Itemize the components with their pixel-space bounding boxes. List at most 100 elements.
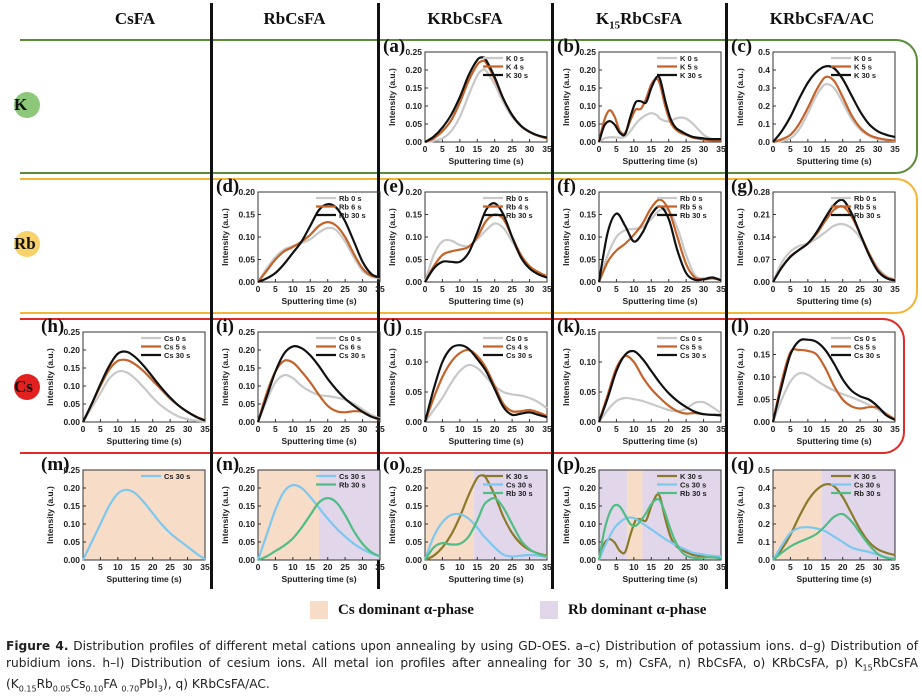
y-tick-label: 0.20 <box>238 187 255 197</box>
figure-caption: Figure 4. Distribution profiles of diffe… <box>6 638 918 698</box>
x-tick-label: 10 <box>455 284 465 294</box>
chart-panel-c: 0.0 0.1 0.2 0.3 0.4 0.5 0 5 10 15 20 25 30 35 Sputteri… <box>735 47 900 166</box>
y-tick-label: 0.20 <box>405 483 422 493</box>
chart-panel-h: 0.00 0.05 0.10 0.15 0.20 0.25 0 5 10 15 20 25 30 35 Sp… <box>45 327 210 446</box>
legend-label: K 30 s <box>854 472 876 481</box>
x-tick-label: 35 <box>716 562 726 572</box>
row-label-cs: Cs <box>14 374 40 400</box>
legend-label: K 30 s <box>506 472 528 481</box>
y-tick-label: 0.2 <box>758 519 770 529</box>
y-tick-label: 0.05 <box>63 537 80 547</box>
y-tick-label: 0.25 <box>238 465 255 475</box>
y-axis-label: Intensity (a.u.) <box>561 208 571 266</box>
caption-sub: 0.70 <box>121 684 140 694</box>
x-axis-label: Sputtering time (s) <box>622 574 697 584</box>
region-cs-region <box>258 470 319 560</box>
x-tick-label: 30 <box>183 424 193 434</box>
y-tick-label: 0.10 <box>405 357 422 367</box>
x-tick-label: 0 <box>423 284 428 294</box>
y-tick-label: 0.00 <box>63 555 80 565</box>
legend-label: Rb 30 s <box>680 489 707 498</box>
legend-label: Rb 5 s <box>680 203 703 212</box>
series-line-cs-blue <box>772 526 896 561</box>
y-tick-label: 0.0 <box>758 137 770 147</box>
x-tick-label: 35 <box>716 284 726 294</box>
x-tick-label: 0 <box>423 144 428 154</box>
legend-label: Rb 0 s <box>854 194 877 203</box>
y-tick-label: 0.10 <box>579 519 596 529</box>
legend-rb-dominant: Rb dominant α-phase <box>540 601 706 619</box>
x-tick-label: 10 <box>803 424 813 434</box>
caption-text-2: RbCsFA (K <box>6 656 918 692</box>
x-tick-label: 20 <box>490 562 500 572</box>
x-tick-label: 0 <box>256 562 261 572</box>
caption-text-part: PbI <box>139 677 158 692</box>
y-tick-label: 0.15 <box>579 210 596 220</box>
y-tick-label: 0.05 <box>63 399 80 409</box>
x-tick-label: 5 <box>440 144 445 154</box>
y-tick-label: 0.15 <box>405 501 422 511</box>
y-axis-label: Intensity (a.u.) <box>387 68 397 126</box>
plot-frame <box>772 469 896 561</box>
legend-label: Rb 30 s <box>854 211 881 220</box>
legend-label: Rb 30 s <box>506 211 533 220</box>
y-tick-label: 0.25 <box>63 465 80 475</box>
region-cs-region <box>626 470 643 560</box>
legend-label: Rb 30 s <box>854 489 881 498</box>
y-axis-label: Intensity (a.u.) <box>387 348 397 406</box>
row-label-cs-text: Cs <box>14 377 33 396</box>
x-tick-label: 10 <box>803 144 813 154</box>
y-axis-label: Intensity (a.u.) <box>735 486 745 544</box>
panel-label-h: (h) <box>41 316 65 337</box>
y-tick-label: 0.10 <box>238 519 255 529</box>
plot-frame <box>257 469 381 561</box>
y-tick-label: 0.28 <box>753 187 770 197</box>
plot-frame <box>424 331 548 423</box>
x-tick-label: 5 <box>273 424 278 434</box>
x-tick-label: 5 <box>614 562 619 572</box>
series-line-black <box>597 74 722 143</box>
series-line-gray <box>424 363 548 423</box>
x-tick-label: 35 <box>542 144 552 154</box>
y-tick-label: 0.10 <box>405 232 422 242</box>
y-tick-label: 0.10 <box>238 381 255 391</box>
legend-label: Cs 30 s <box>854 481 880 490</box>
panel-label-q: (q) <box>731 454 755 475</box>
chart-panel-i: 0.00 0.05 0.10 0.15 0.20 0.25 0 5 10 15 20 25 30 35 Sp… <box>220 327 385 446</box>
y-tick-label: 0.25 <box>238 327 255 337</box>
legend-label: Cs 0 s <box>506 334 528 343</box>
x-tick-label: 10 <box>629 144 639 154</box>
x-tick-label: 0 <box>256 284 261 294</box>
chart-panel-a: 0.00 0.05 0.10 0.15 0.20 0.25 0 5 10 15 20 25 30 35 Sp… <box>387 47 552 166</box>
caption-sub: 0.10 <box>85 684 104 694</box>
x-tick-label: 0 <box>81 562 86 572</box>
y-tick-label: 0.05 <box>405 537 422 547</box>
x-tick-label: 35 <box>200 424 210 434</box>
y-tick-label: 0.20 <box>63 345 80 355</box>
column-divider-4 <box>725 3 728 589</box>
x-tick-label: 20 <box>664 424 674 434</box>
legend-label: K 5 s <box>854 63 872 72</box>
legend-cs-dominant: Cs dominant α-phase <box>310 601 474 619</box>
row-label-k: K <box>14 92 40 118</box>
chart-panel-o: 0.00 0.05 0.10 0.15 0.20 0.25 0 5 10 15 20 25 30 35 Sp… <box>387 465 552 584</box>
x-tick-label: 10 <box>113 424 123 434</box>
y-tick-label: 0.20 <box>63 483 80 493</box>
y-tick-label: 0.15 <box>238 210 255 220</box>
y-tick-label: 0.05 <box>753 395 770 405</box>
legend-label: Cs 30 s <box>680 481 706 490</box>
y-axis-label: Intensity (a.u.) <box>735 208 745 266</box>
header-k-prefix: K <box>595 9 610 28</box>
x-tick-label: 25 <box>507 562 517 572</box>
caption-sub-k15: 15 <box>862 663 873 673</box>
column-divider-2 <box>377 3 380 589</box>
y-tick-label: 0.20 <box>238 483 255 493</box>
x-tick-label: 25 <box>507 284 517 294</box>
series-line-rb-green <box>257 497 381 562</box>
legend-label: Rb 30 s <box>506 489 533 498</box>
y-tick-label: 0.21 <box>753 210 770 220</box>
legend-label: K 0 s <box>854 54 872 63</box>
x-tick-label: 20 <box>490 284 500 294</box>
x-tick-label: 15 <box>473 424 483 434</box>
rb-dominant-label: Rb dominant α-phase <box>568 601 707 618</box>
